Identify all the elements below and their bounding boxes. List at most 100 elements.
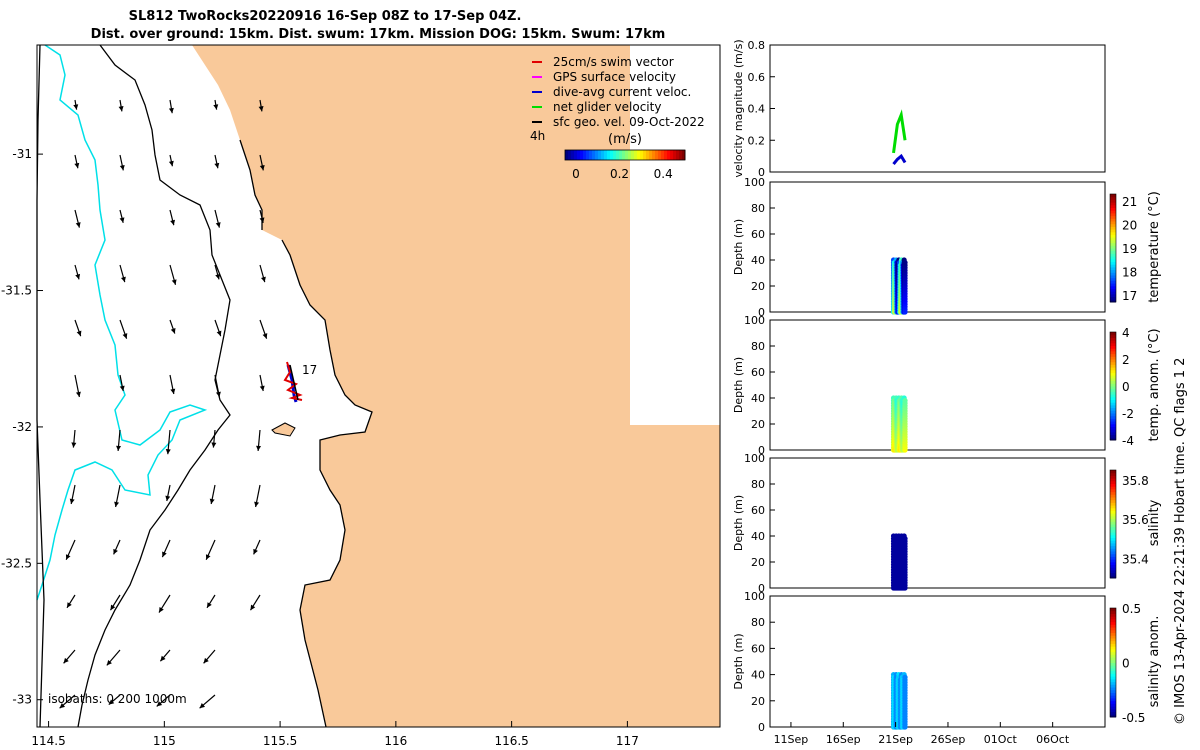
ytick-label: 80 [751, 202, 765, 215]
velocity-arrowhead [65, 554, 71, 560]
xtick-label: 11Sep [774, 733, 809, 746]
colorbar-cell [1110, 332, 1116, 336]
ytick-label: 40 [751, 669, 765, 682]
colorbar-cell [1110, 556, 1116, 560]
colorbar-frame [1109, 607, 1117, 718]
panel-frame [769, 181, 1106, 313]
colorbar-cell [1110, 676, 1116, 680]
colorbar-cell [1110, 657, 1116, 661]
colorbar-cell [1110, 299, 1116, 303]
colorbar-cell [1110, 361, 1116, 365]
velocity-arrowhead [207, 602, 212, 608]
colorbar-cell [1110, 499, 1116, 503]
title-line2: Dist. over ground: 15km. Dist. swum: 17k… [91, 27, 666, 42]
ytick-label: 100 [744, 590, 765, 603]
velocity-arrowhead [165, 495, 171, 501]
glider-net-line [289, 364, 299, 401]
ytick-label: 20 [751, 556, 765, 569]
ytick-label: 60 [751, 642, 765, 655]
velocity-arrowhead [259, 385, 265, 391]
colorbar-cell [1110, 526, 1116, 530]
colorbar-cell [1110, 421, 1116, 425]
colorbar-cell [658, 150, 662, 160]
panel-frame [769, 44, 1106, 173]
ytick-label: 80 [751, 616, 765, 629]
colorbar-cell [1110, 245, 1116, 249]
ytick-label: 40 [751, 530, 765, 543]
velocity-arrowhead [199, 703, 206, 709]
velocity-arrowhead [76, 330, 82, 337]
velocity-arrowhead [114, 501, 120, 507]
velocity-arrowhead [254, 501, 260, 507]
ytick-label: 20 [751, 280, 765, 293]
colorbar-frame [1109, 469, 1117, 579]
colorbar-tick-label: 0.2 [610, 167, 629, 181]
colorbar-cell [679, 150, 683, 160]
colorbar-cell [1110, 248, 1116, 252]
legend-label: dive-avg current veloc. [553, 85, 691, 99]
series-line [892, 153, 907, 166]
ytick-label: 0 [758, 306, 765, 319]
colorbar-cell [1110, 608, 1116, 612]
colorbar-cell [1110, 483, 1116, 487]
colorbar-cell [1110, 687, 1116, 691]
colorbar-tick-label: 35.4 [1122, 552, 1149, 566]
velocity-arrowhead [74, 162, 80, 169]
colorbar-cell [1110, 288, 1116, 292]
colorbar-cell [1110, 708, 1116, 713]
colorbar-cell [1110, 434, 1116, 438]
ytick-label: 0.8 [748, 39, 766, 52]
velocity-arrowhead [170, 388, 176, 394]
colorbar-cell [1110, 678, 1116, 683]
colorbar-cell [1110, 703, 1116, 707]
colorbar-cell [1110, 210, 1116, 214]
colorbar-cell [1110, 426, 1116, 430]
map-panel: 17 isobaths: 0 200 1000m 25cm/s swim vec… [1, 44, 721, 748]
velocity-arrowhead [214, 162, 220, 169]
title-line1: SL812 TwoRocks20220916 16-Sep 08Z to 17-… [129, 9, 522, 24]
colorbar-cell [1110, 618, 1116, 623]
colorbar-cell [676, 150, 680, 160]
map-axes: 114.5 115 115.5 116 116.5 117 -31 -31.5 -32 -32.5… [1, 147, 639, 748]
colorbar-cell [1110, 629, 1116, 634]
colorbar-cell [1110, 353, 1116, 357]
velocity-arrowhead [118, 106, 124, 112]
velocity-arrowhead [122, 333, 128, 339]
colorbar-cell [607, 150, 611, 160]
footer-credit: © IMOS 13-Apr-2024 22:21:39 Hobart time.… [1173, 358, 1188, 725]
colorbar-cell [1110, 239, 1116, 244]
garden-island [271, 422, 296, 437]
map-ytick-label: -31.5 [1, 284, 32, 298]
velocity-arrowhead [75, 273, 81, 280]
velocity-arrowhead [250, 604, 256, 611]
xtick-label: 06Oct [1036, 733, 1070, 746]
velocity-arrowhead [119, 164, 125, 171]
colorbar-cell [1110, 215, 1116, 219]
colorbar-label: temp. anom. (°C) [1147, 328, 1162, 441]
colorbar-cell [1110, 334, 1116, 338]
velocity-arrowhead [106, 659, 112, 666]
colorbar-cell [1110, 665, 1116, 669]
velocity-arrowhead [108, 699, 115, 705]
colorbar-cell [1110, 662, 1116, 666]
colorbar-cell [622, 150, 626, 160]
colorbar-cell [1110, 613, 1116, 617]
xtick-label: 21Sep [878, 733, 913, 746]
colorbar-cell [1110, 196, 1116, 200]
colorbar-cell [586, 150, 590, 160]
colorbar-cell [1110, 681, 1116, 685]
map-xtick-label: 116 [384, 734, 407, 748]
ytick-label: 80 [751, 478, 765, 491]
glider-track [283, 361, 303, 403]
colorbar-cell [649, 150, 653, 160]
colorbar-cell [1110, 280, 1116, 284]
colorbar-frame [564, 149, 686, 161]
colorbar-cell [1110, 624, 1116, 628]
velocity-arrowhead [119, 217, 125, 223]
map-ytick-label: -33 [12, 693, 32, 707]
colorbar-cell [1110, 564, 1116, 568]
colorbar-cell [1110, 632, 1116, 636]
velocity-arrowhead [215, 391, 221, 397]
colorbar-cell [1110, 480, 1116, 484]
